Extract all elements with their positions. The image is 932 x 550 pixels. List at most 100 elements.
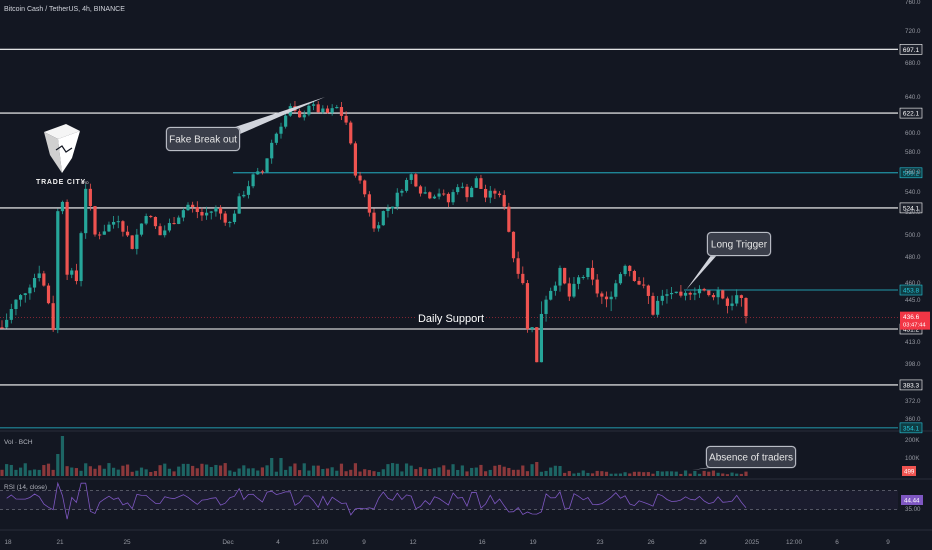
volume-bar xyxy=(590,473,595,476)
candle-body xyxy=(172,223,176,225)
candle-body xyxy=(716,290,720,298)
volume-bar xyxy=(181,463,185,476)
level-label: 383.3 xyxy=(903,382,920,389)
volume-bar xyxy=(651,473,655,476)
volume-bar xyxy=(135,470,139,476)
candle-body xyxy=(144,216,148,224)
time-tick: 12:00 xyxy=(312,539,328,546)
candle-body xyxy=(214,207,218,212)
candle-body xyxy=(70,270,74,275)
candle-body xyxy=(739,295,743,298)
volume-bar xyxy=(558,466,562,476)
volume-bar xyxy=(42,465,46,476)
candle-body xyxy=(51,303,55,330)
volume-bar xyxy=(158,465,162,476)
candle-body xyxy=(158,226,162,236)
candle-body xyxy=(651,295,655,315)
volume-bar xyxy=(628,473,632,476)
volume-bar xyxy=(37,469,41,476)
candle-body xyxy=(474,178,478,188)
time-tick: 12 xyxy=(409,539,417,546)
candle-body xyxy=(437,193,441,197)
candle-body xyxy=(609,296,613,300)
candle-body xyxy=(349,122,353,144)
volume-tick: 100K xyxy=(905,455,920,462)
volume-bar xyxy=(670,471,674,476)
volume-bar xyxy=(214,464,218,476)
volume-bar xyxy=(502,466,506,476)
volume-bar xyxy=(353,463,357,476)
rsi-last-value: 44.44 xyxy=(904,498,920,505)
candle-body xyxy=(372,212,376,229)
volume-bar xyxy=(344,471,348,476)
price-tick: 760.0 xyxy=(905,0,921,6)
volume-bar xyxy=(386,464,390,476)
volume-bar xyxy=(98,465,102,476)
level-tag xyxy=(899,202,923,214)
logo-suffix: PRO xyxy=(81,181,89,185)
candle-body xyxy=(186,204,190,211)
candle-body xyxy=(502,195,506,207)
volume-bar xyxy=(177,466,181,476)
candle-body xyxy=(577,277,581,284)
volume-bar xyxy=(116,469,120,476)
level-label: 453.8 xyxy=(903,288,920,295)
candle-body xyxy=(688,292,692,295)
price-tick: 445.0 xyxy=(905,297,921,304)
candle-body xyxy=(251,174,255,187)
candle-body xyxy=(395,192,399,207)
candle-body xyxy=(511,231,516,259)
volume-bar xyxy=(321,468,325,476)
candle-body xyxy=(107,224,111,232)
candle-body xyxy=(307,105,311,115)
level-label: 622.1 xyxy=(903,111,920,118)
candle-body xyxy=(311,104,316,106)
volume-bar xyxy=(702,470,706,476)
price-tick: 720.0 xyxy=(905,28,921,35)
candle-body xyxy=(507,206,511,232)
candle-body xyxy=(451,192,455,203)
callout-text: Fake Break out xyxy=(169,135,237,146)
candle-body xyxy=(488,190,492,198)
time-tick: 6 xyxy=(835,539,839,546)
callout-fill xyxy=(167,128,239,150)
price-tick: 500.0 xyxy=(905,232,921,239)
volume-bar xyxy=(279,458,283,476)
volume-bar xyxy=(191,465,195,476)
volume-bar xyxy=(437,467,441,476)
candle-body xyxy=(32,277,37,288)
candle-body xyxy=(37,273,41,278)
candle-body xyxy=(65,201,69,275)
volume-bar xyxy=(721,473,725,476)
candle-body xyxy=(28,287,32,294)
candle-body xyxy=(493,190,497,194)
logo-left-face xyxy=(44,132,62,173)
volume-bar xyxy=(553,465,557,476)
volume-bar xyxy=(237,468,241,476)
volume-bar xyxy=(530,464,534,476)
volume-bar xyxy=(544,470,548,476)
price-tick: 360.0 xyxy=(905,416,921,423)
price-tick: 460.0 xyxy=(905,280,921,287)
volume-bar xyxy=(428,469,432,476)
volume-bar xyxy=(739,473,743,476)
candle-body xyxy=(223,213,227,223)
candle-body xyxy=(367,194,371,213)
candle-body xyxy=(149,216,153,218)
candle-body xyxy=(0,327,4,329)
candle-body xyxy=(93,206,97,235)
volume-bar xyxy=(270,458,274,476)
volume-bar xyxy=(302,463,306,476)
price-tick: 372.0 xyxy=(905,398,921,405)
volume-bar xyxy=(381,469,385,476)
price-tick: 413.0 xyxy=(905,339,921,346)
volume-bar xyxy=(0,469,4,476)
time-tick: Dec xyxy=(222,539,234,546)
candle-body xyxy=(358,175,362,181)
candle-body xyxy=(195,207,199,212)
volume-bar xyxy=(32,469,37,476)
volume-bar xyxy=(9,464,13,476)
support-label: Daily Support xyxy=(418,313,484,325)
time-tick: 9 xyxy=(886,539,890,546)
